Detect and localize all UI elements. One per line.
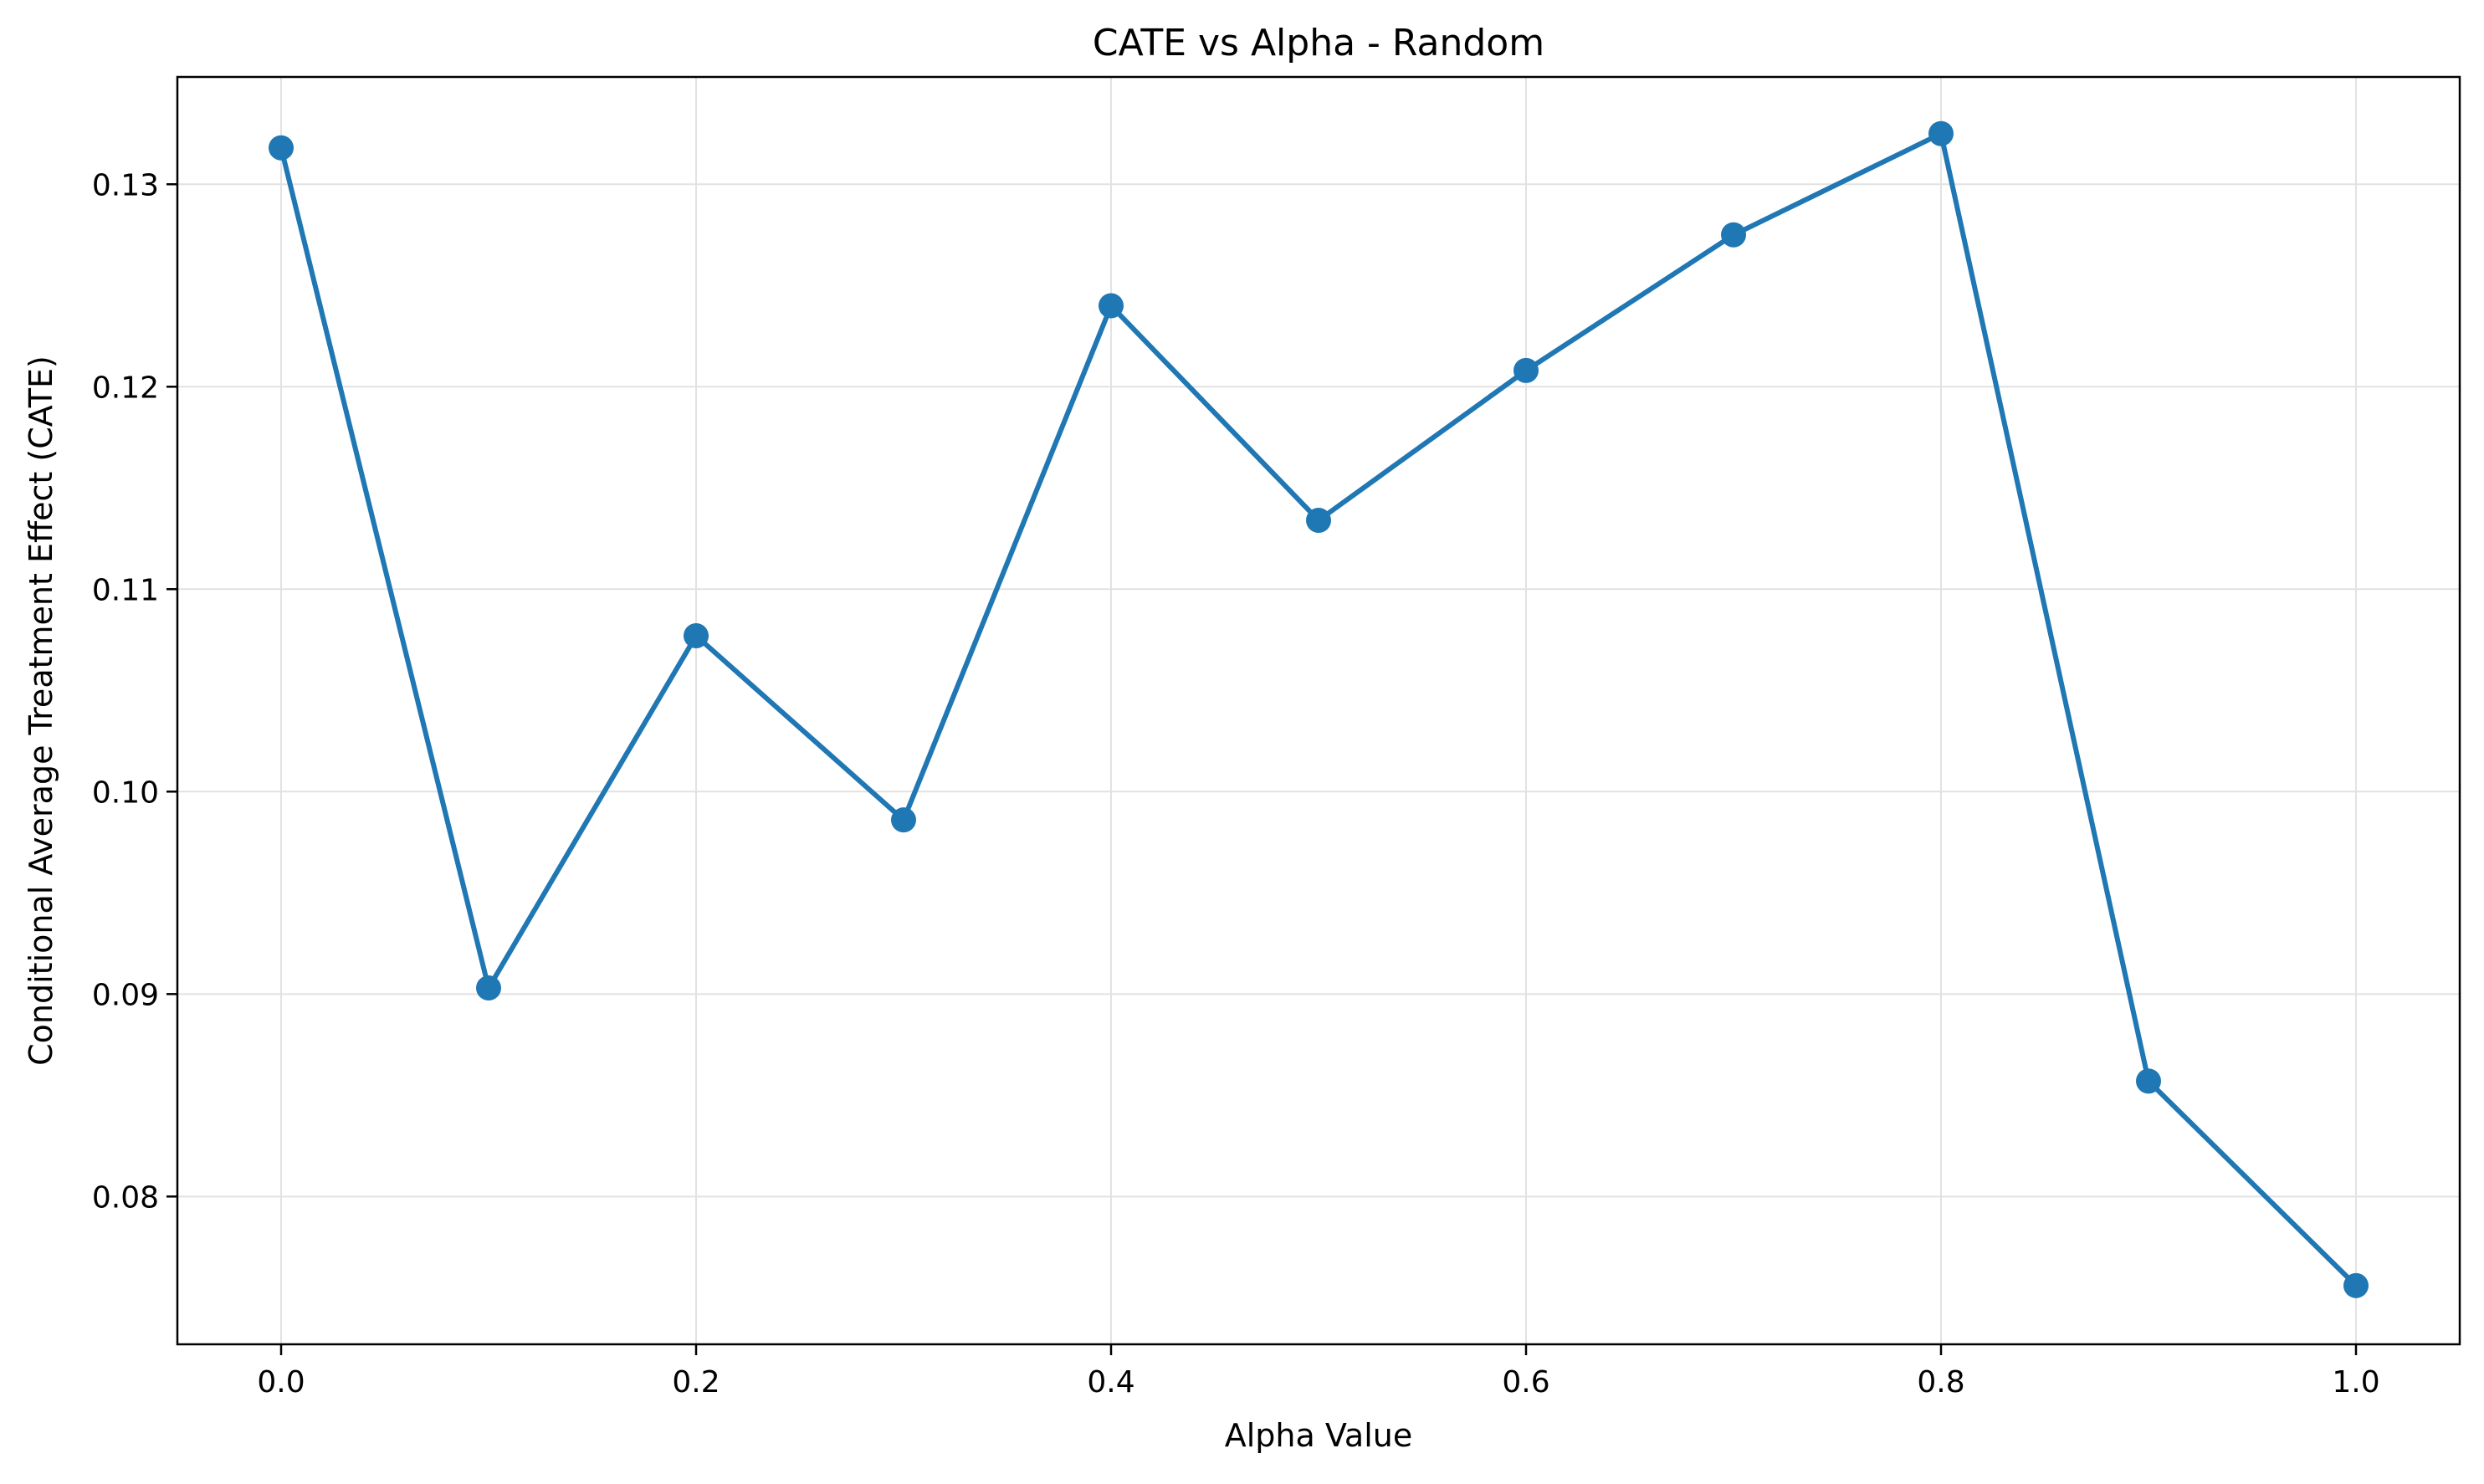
data-point bbox=[476, 975, 501, 1001]
chart-title: CATE vs Alpha - Random bbox=[1093, 22, 1544, 64]
data-point bbox=[2136, 1068, 2161, 1094]
x-tick-label: 1.0 bbox=[2332, 1365, 2379, 1400]
y-tick-label: 0.12 bbox=[92, 371, 159, 405]
grid-lines bbox=[177, 77, 2460, 1344]
y-tick-label: 0.10 bbox=[92, 775, 159, 810]
x-tick-label: 0.6 bbox=[1502, 1365, 1549, 1400]
data-point bbox=[1721, 222, 1746, 248]
y-tick-label: 0.08 bbox=[92, 1180, 159, 1215]
axis-ticks: 0.0 0.2 0.4 0.6 0.8 1.0 0.08 0.09 0.10 0.11 0.12 0.… bbox=[92, 168, 2380, 1400]
data-point bbox=[269, 135, 294, 161]
y-tick-label: 0.09 bbox=[92, 978, 159, 1012]
plot-area-frame bbox=[176, 75, 2461, 1346]
data-point bbox=[891, 807, 916, 833]
x-tick-label: 0.4 bbox=[1087, 1365, 1134, 1400]
data-point bbox=[1306, 508, 1331, 534]
x-tick-label: 0.0 bbox=[257, 1365, 305, 1400]
y-tick-label: 0.11 bbox=[92, 573, 159, 607]
data-point bbox=[1928, 120, 1954, 146]
series-layer bbox=[269, 120, 2369, 1298]
x-tick-label: 0.8 bbox=[1917, 1365, 1964, 1400]
data-point bbox=[684, 622, 709, 648]
data-point bbox=[2343, 1272, 2369, 1298]
x-axis-label: Alpha Value bbox=[1225, 1417, 1412, 1454]
y-tick-label: 0.13 bbox=[92, 168, 159, 202]
y-axis-label: Conditional Average Treatment Effect (CA… bbox=[23, 356, 59, 1066]
x-tick-label: 0.2 bbox=[672, 1365, 720, 1400]
data-point bbox=[1099, 293, 1124, 319]
data-point bbox=[1513, 357, 1539, 383]
